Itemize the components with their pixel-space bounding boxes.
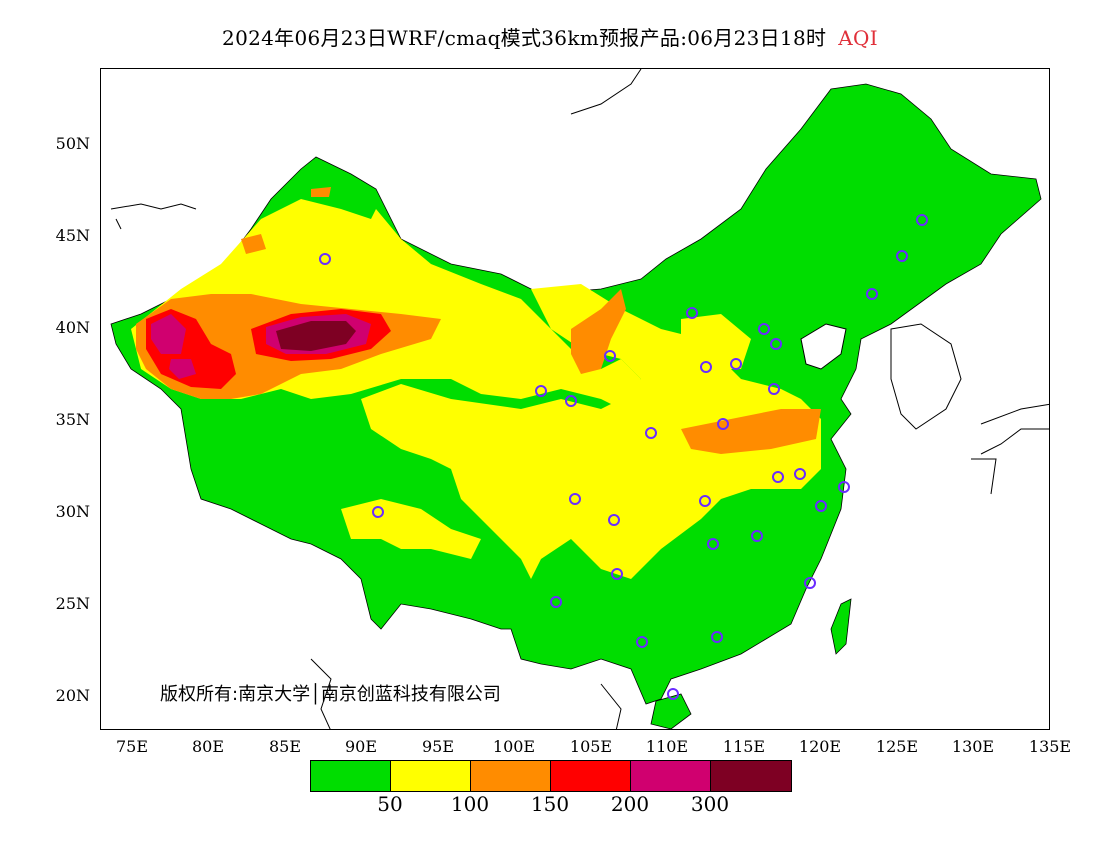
city-marker [711,631,723,643]
lon-tick-label: 115E [722,737,766,756]
lat-tick-label: 25N [55,594,90,613]
legend-label: 300 [690,792,730,816]
coastline-se-asia [310,658,622,729]
map-title-main: 2024年06月23日WRF/cmaq模式36km预报产品:06月23日18时 [222,26,827,50]
city-marker [772,471,784,483]
lon-tick-label: 80E [191,737,225,756]
city-marker [550,596,562,608]
legend-swatch [631,761,711,791]
coastline-japan [971,403,1049,495]
city-marker [838,481,850,493]
legend-swatch [471,761,551,791]
lat-tick-label: 45N [55,226,90,245]
lat-tick-label: 20N [55,686,90,705]
region-hainan [650,693,692,729]
city-marker [896,250,908,262]
region-yellow-north [681,314,751,369]
city-marker [608,514,620,526]
city-marker [916,214,928,226]
lon-tick-label: 100E [492,737,536,756]
city-marker [804,577,816,589]
city-marker [319,253,331,265]
region-taiwan [830,598,852,655]
legend-label: 200 [610,792,650,816]
city-marker [758,323,770,335]
map-title: 2024年06月23日WRF/cmaq模式36km预报产品:06月23日18时 A… [0,22,1100,51]
city-marker [604,350,616,362]
legend-swatch [551,761,631,791]
city-marker [730,358,742,370]
region-orange-small-2 [311,187,331,197]
coastline-kazakh [110,203,197,230]
city-marker [569,493,581,505]
city-marker [815,500,827,512]
lon-tick-label: 110E [645,737,689,756]
city-marker [768,383,780,395]
map-panel [100,68,1050,730]
region-yellow-tibet [341,499,481,559]
legend-label: 50 [377,792,403,816]
legend-label: 150 [530,792,570,816]
region-magenta-west [151,314,186,354]
map-title-variable: AQI [838,26,878,50]
city-marker [700,361,712,373]
city-marker [565,395,577,407]
lon-tick-label: 105E [569,737,613,756]
city-marker [770,338,782,350]
aqi-map [110,69,1049,729]
lon-tick-label: 130E [951,737,995,756]
lat-tick-label: 35N [55,410,90,429]
region-orange-east [681,409,821,454]
legend-label: 100 [450,792,490,816]
lon-tick-label: 125E [875,737,919,756]
city-marker [707,538,719,550]
city-marker [717,418,729,430]
region-magenta-south [169,359,196,379]
lon-tick-label: 120E [798,737,842,756]
city-marker [686,307,698,319]
city-marker [535,385,547,397]
city-marker [866,288,878,300]
lat-tick-label: 40N [55,318,90,337]
coastline-bohai [800,323,847,370]
lon-tick-label: 90E [344,737,378,756]
lon-tick-label: 95E [421,737,455,756]
region-orange-north [571,289,626,374]
city-marker [667,688,679,700]
city-marker [645,427,657,439]
city-marker [636,636,648,648]
coastline-russia-lake [570,69,642,115]
coastline-korea [890,323,962,430]
region-maroon-center [276,321,356,351]
lat-tick-label: 30N [55,502,90,521]
city-markers [319,214,928,700]
city-marker [751,530,763,542]
legend-swatch [391,761,471,791]
lat-tick-label: 50N [55,134,90,153]
city-marker [372,506,384,518]
region-orange-small-1 [241,234,266,254]
city-marker [611,568,623,580]
aqi-color-legend [310,760,792,792]
city-marker [794,468,806,480]
legend-swatch [311,761,391,791]
legend-swatch [711,761,791,791]
lon-tick-label: 85E [268,737,302,756]
copyright-notice: 版权所有:南京大学│南京创蓝科技有限公司 [160,684,501,705]
lon-tick-label: 75E [115,737,149,756]
lon-tick-label: 135E [1028,737,1072,756]
city-marker [699,495,711,507]
